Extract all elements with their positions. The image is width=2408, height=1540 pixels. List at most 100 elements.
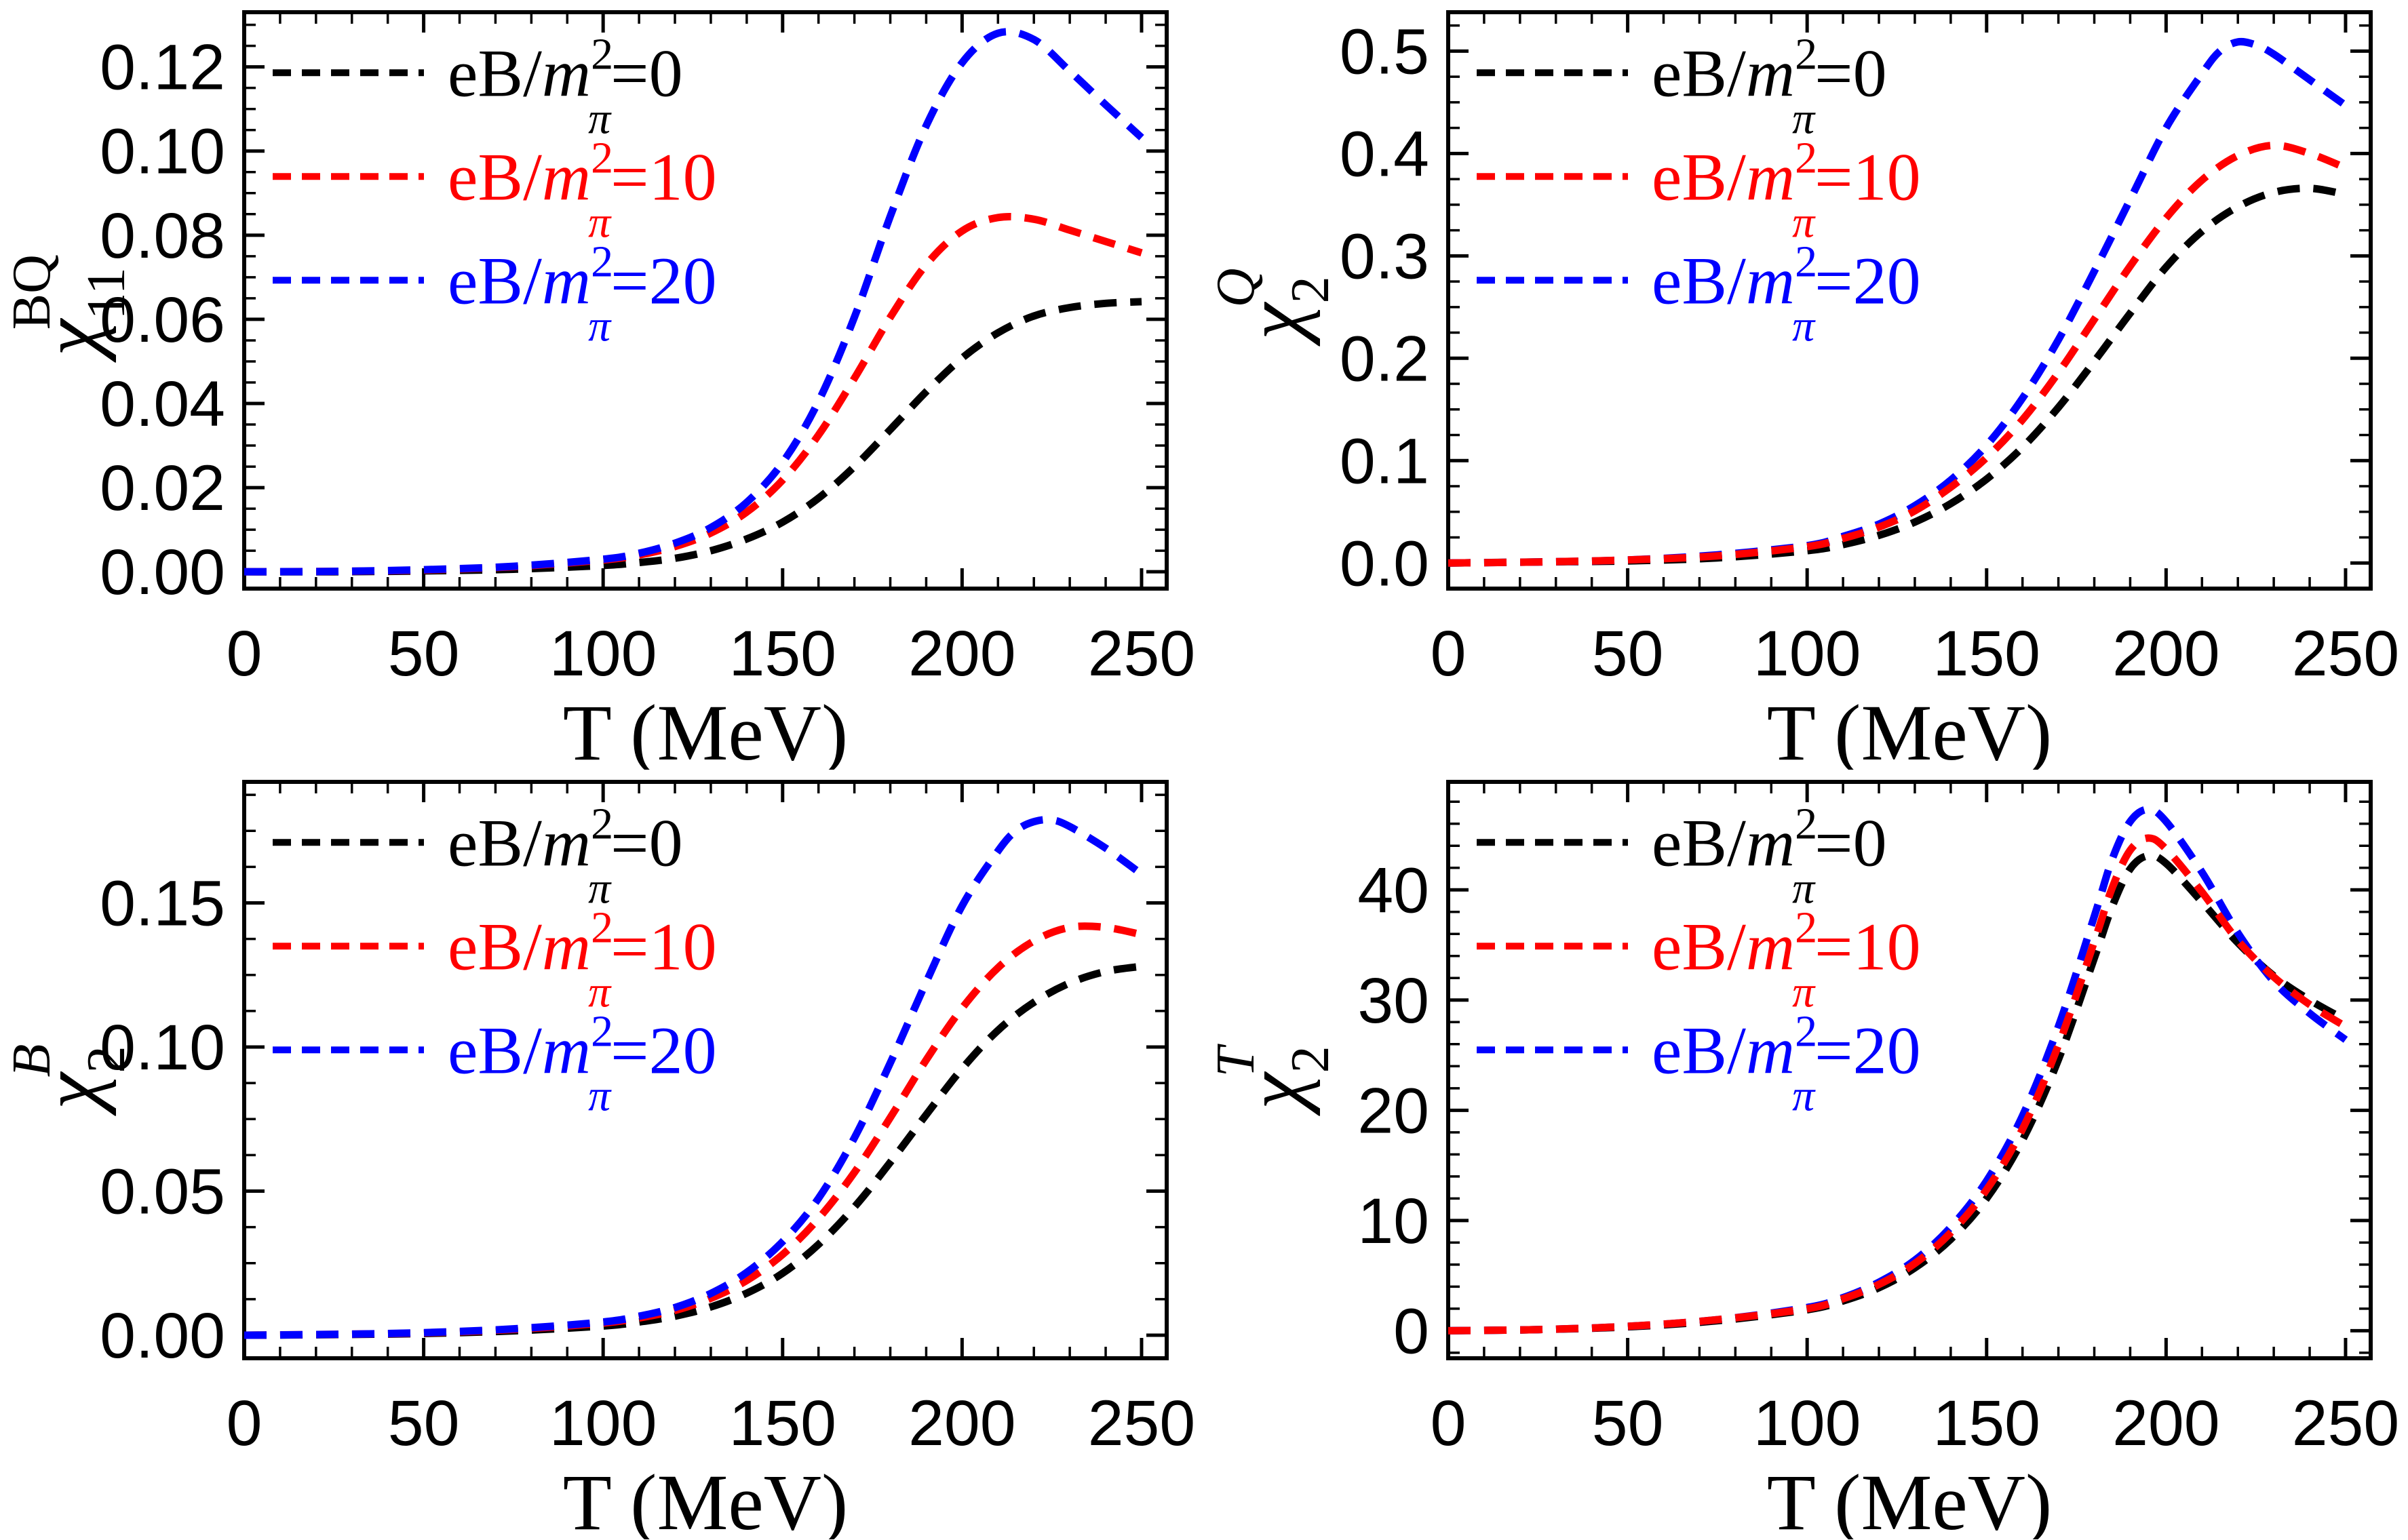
x-tick-label: 250 [1088, 618, 1196, 690]
svg-text:χ2T: χ2T [1206, 1043, 1340, 1116]
x-tick-label: 100 [1753, 618, 1861, 690]
svg-text:χ11BQ: χ11BQ [2, 254, 136, 363]
panel-chi2-B: 0 50 100 150 200 250 0.00 0.05 0.10 0.15 eB/m2 π=0 e… [0, 770, 1204, 1539]
x-tick-label: 50 [388, 1387, 460, 1459]
x-tick-label: 0 [1431, 618, 1467, 690]
x-tick-label: 200 [908, 1387, 1016, 1459]
y-tick-label: 40 [1357, 854, 1429, 926]
x-tick-label: 50 [1592, 1387, 1664, 1459]
series-curve-1 [1448, 141, 2348, 567]
series-curve-0 [244, 298, 1142, 576]
svg-text:χ2B: χ2B [2, 1044, 136, 1116]
series-curve-2 [244, 816, 1144, 1339]
y-tick-label: 0.05 [100, 1156, 225, 1228]
x-tick-label: 50 [388, 618, 460, 690]
x-tick-label: 250 [1088, 1387, 1196, 1459]
legend-label: eB/m2 π=10 [1652, 133, 1921, 247]
panel-chi11-BQ: 0 50 100 150 200 250 0.00 0.02 0.04 0.06 0.08 0.10 0… [0, 0, 1204, 770]
series-group [1448, 37, 2348, 567]
x-tick-label: 0 [227, 1387, 263, 1459]
y-tick-label: 30 [1357, 965, 1429, 1037]
legend-label: eB/m2 π=20 [448, 1006, 717, 1120]
x-axis-title: T (MeV) [1767, 1458, 2053, 1539]
chart-chi2-Q: 0 50 100 150 200 250 0.0 0.1 0.2 0.3 0.4 0.5 eB/m2 π=… [1206, 10, 2400, 770]
y-tick-label: 0.12 [100, 32, 225, 104]
x-tick-label: 200 [908, 618, 1016, 690]
x-tick-label: 250 [2292, 1387, 2400, 1459]
x-tick-label: 150 [1933, 618, 2041, 690]
y-axis-title: χ2Q [1206, 269, 1340, 347]
y-tick-label: 0.4 [1340, 118, 1429, 190]
y-tick-label: 0.10 [100, 116, 225, 188]
y-tick-label: 0.1 [1340, 425, 1429, 497]
chart-chi2-T: 0 50 100 150 200 250 0 10 20 30 40 eB/m2 π=0eB/m2 π=1… [1206, 780, 2400, 1539]
y-tick-label: 0.5 [1340, 16, 1429, 87]
plot-frame [1446, 780, 2373, 1360]
plot-frame [242, 780, 1169, 1360]
x-tick-label: 150 [729, 1387, 837, 1459]
panel-chi2-Q: 0 50 100 150 200 250 0.0 0.1 0.2 0.3 0.4 0.5 eB/m2 π=… [1204, 0, 2408, 770]
y-tick-label: 0.00 [100, 536, 225, 608]
legend-label: eB/m2 π=0 [1652, 29, 1887, 143]
legend-label: eB/m2 π=0 [448, 29, 683, 143]
y-axis-title: χ11BQ [2, 254, 136, 363]
y-tick-label: 0.10 [100, 1012, 225, 1084]
series-group [244, 28, 1144, 576]
x-tick-label: 200 [2112, 618, 2220, 690]
legend-label: eB/m2 π=10 [448, 903, 717, 1016]
y-tick-label: 0.08 [100, 200, 225, 272]
y-tick-label: 20 [1357, 1075, 1429, 1147]
series-curve-1 [244, 922, 1143, 1339]
y-tick-label: 0 [1393, 1295, 1429, 1367]
x-tick-label: 100 [1753, 1387, 1861, 1459]
y-tick-label: 0.2 [1340, 323, 1429, 395]
y-tick-label: 0.15 [100, 868, 225, 940]
x-tick-label: 100 [549, 1387, 657, 1459]
y-tick-label: 0.3 [1340, 220, 1429, 292]
y-tick-label: 0.00 [100, 1300, 225, 1372]
x-tick-label: 150 [729, 618, 837, 690]
legend-label: eB/m2 π=10 [448, 133, 717, 247]
axes: 0 50 100 150 200 250 0.00 0.02 0.04 0.06 0.08 0.10 0… [100, 10, 1196, 690]
y-axis-title: χ2B [2, 1044, 136, 1116]
x-tick-label: 250 [2292, 618, 2400, 690]
x-tick-label: 0 [1431, 1387, 1467, 1459]
svg-text:χ2Q: χ2Q [1206, 269, 1340, 347]
chart-chi11-BQ: 0 50 100 150 200 250 0.00 0.02 0.04 0.06 0.08 0.10 0… [2, 10, 1196, 770]
legend-label: eB/m2 π=10 [1652, 903, 1921, 1016]
axes: 0 50 100 150 200 250 0.0 0.1 0.2 0.3 0.4 0.5 [1340, 10, 2400, 690]
series-curve-1 [1448, 834, 2348, 1335]
plot-frame [1446, 10, 2373, 591]
axes: 0 50 100 150 200 250 0 10 20 30 40 [1357, 780, 2400, 1459]
x-axis-title: T (MeV) [563, 688, 849, 770]
x-tick-label: 200 [2112, 1387, 2220, 1459]
y-tick-label: 0.0 [1340, 528, 1429, 599]
y-tick-label: 10 [1357, 1185, 1429, 1257]
legend-label: eB/m2 π=0 [1652, 799, 1887, 913]
x-tick-label: 100 [549, 618, 657, 690]
x-axis-title: T (MeV) [563, 1458, 849, 1539]
x-tick-label: 50 [1592, 618, 1664, 690]
series-group [244, 816, 1144, 1339]
y-tick-label: 0.06 [100, 284, 225, 356]
legend-label: eB/m2 π=0 [448, 799, 683, 913]
x-axis-title: T (MeV) [1767, 688, 2053, 770]
legend-label: eB/m2 π=20 [448, 237, 717, 351]
x-tick-label: 0 [227, 618, 263, 690]
y-axis-title: χ2T [1206, 1043, 1340, 1116]
legend-label: eB/m2 π=20 [1652, 237, 1921, 351]
legend-label: eB/m2 π=20 [1652, 1006, 1921, 1120]
series-group [1448, 806, 2348, 1335]
x-tick-label: 150 [1933, 1387, 2041, 1459]
y-tick-label: 0.04 [100, 368, 225, 440]
panel-chi2-T: 0 50 100 150 200 250 0 10 20 30 40 eB/m2 π=0 eB/m2 π=1… [1204, 770, 2408, 1539]
y-tick-label: 0.02 [100, 452, 225, 524]
axes: 0 50 100 150 200 250 0.00 0.05 0.10 0.15 [100, 780, 1196, 1459]
plot-frame [242, 10, 1169, 591]
